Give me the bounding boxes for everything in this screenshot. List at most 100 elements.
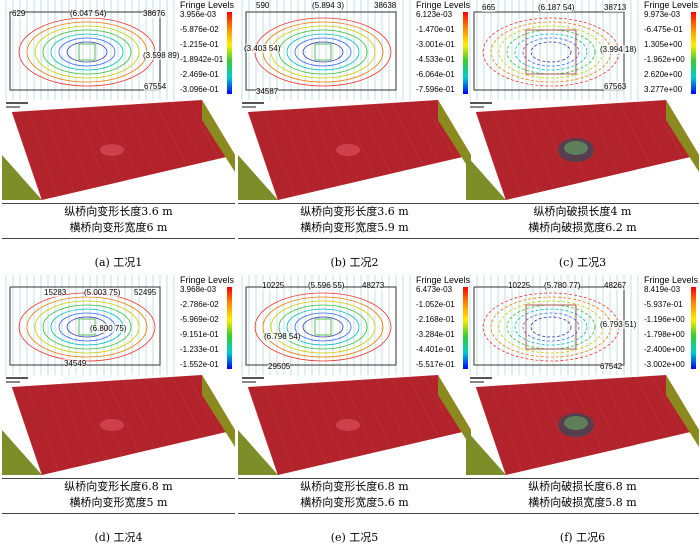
caption: (f) 工况6 — [559, 531, 606, 544]
legend-color-bar — [227, 12, 232, 94]
node-label: (6.047 54) — [70, 9, 107, 18]
node-label: 38676 — [143, 9, 166, 18]
node-label: 38638 — [374, 1, 397, 10]
deformation-description: 纵桥向变形长度6.8 m 横桥向变形宽度5.6 m — [238, 478, 471, 514]
node-label: 629 — [12, 9, 26, 18]
legend-title: Fringe Levels — [644, 275, 699, 285]
legend-value: -4.401e-01 — [416, 345, 455, 354]
legend-value: -1.798e+00 — [644, 330, 685, 339]
node-label: (6.800 75) — [90, 324, 127, 333]
longitudinal-text: 纵桥向变形长度3.6 m — [300, 205, 409, 218]
legend-value: -5.969e-02 — [180, 315, 219, 324]
fringe-legend: Fringe Levels 9.973e-03 -6.475e-01 1.305… — [644, 0, 699, 100]
legend-value: -1.196e+00 — [644, 315, 685, 324]
legend-title: Fringe Levels — [416, 275, 471, 285]
legend-color-bar — [463, 287, 468, 369]
legend-value: -2.400e+00 — [644, 345, 685, 354]
legend-value: -5.937e-01 — [644, 300, 683, 309]
node-label: 590 — [256, 1, 270, 10]
deck-render — [2, 100, 235, 200]
fringe-legend: Fringe Levels 8.419e-03 -5.937e-01 -1.19… — [644, 275, 699, 375]
node-label: (5.003 75) — [84, 288, 121, 297]
deformation-description: 纵桥向变形长度3.6 m 横桥向变形宽度5.9 m — [238, 203, 471, 239]
longitudinal-text: 纵桥向变形长度3.6 m — [64, 205, 173, 218]
render-header-mark — [242, 381, 256, 383]
fringe-legend: Fringe Levels 6.473e-03 -1.052e-01 -2.16… — [416, 275, 471, 375]
node-label: (5.596 55) — [308, 281, 345, 290]
node-label: (5.780 77) — [544, 281, 581, 290]
legend-value: -3.096e-01 — [180, 85, 219, 94]
render-header-mark — [6, 106, 20, 108]
node-label: 67554 — [144, 82, 167, 91]
render-header-mark — [242, 102, 264, 104]
render-header-mark — [470, 106, 484, 108]
longitudinal-text: 纵桥向变形长度6.8 m — [64, 480, 173, 493]
legend-value: -4.533e-01 — [416, 55, 455, 64]
node-label: 15283 — [44, 288, 67, 297]
legend-value: -2.469e-01 — [180, 70, 219, 79]
legend-value: -2.168e-01 — [416, 315, 455, 324]
caption: (c) 工况3 — [558, 256, 607, 269]
legend-value: 6.123e-03 — [416, 10, 453, 19]
node-label: (3.403 54) — [244, 44, 281, 53]
longitudinal-text: 纵桥向破损长度4 m — [533, 205, 632, 218]
node-label: 52495 — [134, 288, 157, 297]
legend-title: Fringe Levels — [180, 0, 235, 10]
deck-render — [238, 100, 471, 200]
render-header-mark — [470, 377, 492, 379]
legend-value: 3.968e-03 — [180, 285, 217, 294]
node-label: (3.994 18) — [600, 45, 637, 54]
fringe-legend: Fringe Levels 3.968e-03 -2.786e-02 -5.96… — [180, 275, 235, 375]
transverse-text: 横桥向破损宽度5.8 m — [528, 496, 637, 509]
legend-value: -3.001e-01 — [416, 40, 455, 49]
legend-color-bar — [227, 287, 232, 369]
longitudinal-text: 纵桥向变形长度6.8 m — [300, 480, 409, 493]
legend-value: 3.277e+00 — [644, 85, 683, 94]
legend-color-bar — [691, 12, 696, 94]
legend-value: -1.962e+00 — [644, 55, 685, 64]
legend-value: -1.470e-01 — [416, 25, 455, 34]
node-label: (5.894 3) — [312, 1, 345, 10]
node-label: 67563 — [604, 82, 627, 91]
node-label: 48273 — [362, 281, 385, 290]
node-label: 29505 — [268, 362, 291, 371]
legend-value: -6.475e-01 — [644, 25, 683, 34]
legend-value: 3.956e-03 — [180, 10, 217, 19]
legend-value: -7.596e-01 — [416, 85, 455, 94]
node-label: (6.187 54) — [538, 3, 575, 12]
node-label: 10225 — [508, 281, 531, 290]
caption: (a) 工况1 — [94, 256, 143, 269]
legend-value: -3.284e-01 — [416, 330, 455, 339]
legend-value: -1.8942e-01 — [180, 55, 224, 64]
caption: (e) 工况5 — [330, 531, 379, 544]
caption: (b) 工况2 — [330, 256, 379, 269]
node-label: (6.793 51) — [600, 320, 637, 329]
legend-value: -5.876e-02 — [180, 25, 219, 34]
deck-render — [238, 375, 471, 475]
legend-title: Fringe Levels — [644, 0, 699, 10]
deck-render — [466, 100, 699, 200]
legend-title: Fringe Levels — [416, 0, 471, 10]
deck-render — [2, 375, 235, 475]
legend-value: -9.151e-01 — [180, 330, 219, 339]
legend-value: 8.419e-03 — [644, 285, 681, 294]
node-label: (3.598 89) — [143, 51, 180, 60]
transverse-text: 横桥向变形宽度5.9 m — [300, 221, 409, 234]
node-label: (6.798 54) — [264, 332, 301, 341]
legend-color-bar — [463, 12, 468, 94]
legend-value: 9.973e-03 — [644, 10, 681, 19]
legend-title: Fringe Levels — [180, 275, 235, 285]
legend-value: -3.002e+00 — [644, 360, 685, 369]
legend-value: -1.215e-01 — [180, 40, 219, 49]
legend-value: -6.064e-01 — [416, 70, 455, 79]
render-header-mark — [242, 106, 256, 108]
legend-value: -1.552e-01 — [180, 360, 219, 369]
legend-value: 2.620e+00 — [644, 70, 683, 79]
longitudinal-text: 纵桥向破损长度6.8 m — [528, 480, 637, 493]
legend-value: 1.305e+00 — [644, 40, 683, 49]
fringe-legend: Fringe Levels 6.123e-03 -1.470e-01 -3.00… — [416, 0, 471, 100]
transverse-text: 横桥向变形宽度5 m — [69, 496, 168, 509]
render-header-mark — [6, 102, 28, 104]
fringe-legend: Fringe Levels 3.956e-03 -5.876e-02 -1.21… — [180, 0, 235, 100]
node-label: 38713 — [604, 3, 627, 12]
